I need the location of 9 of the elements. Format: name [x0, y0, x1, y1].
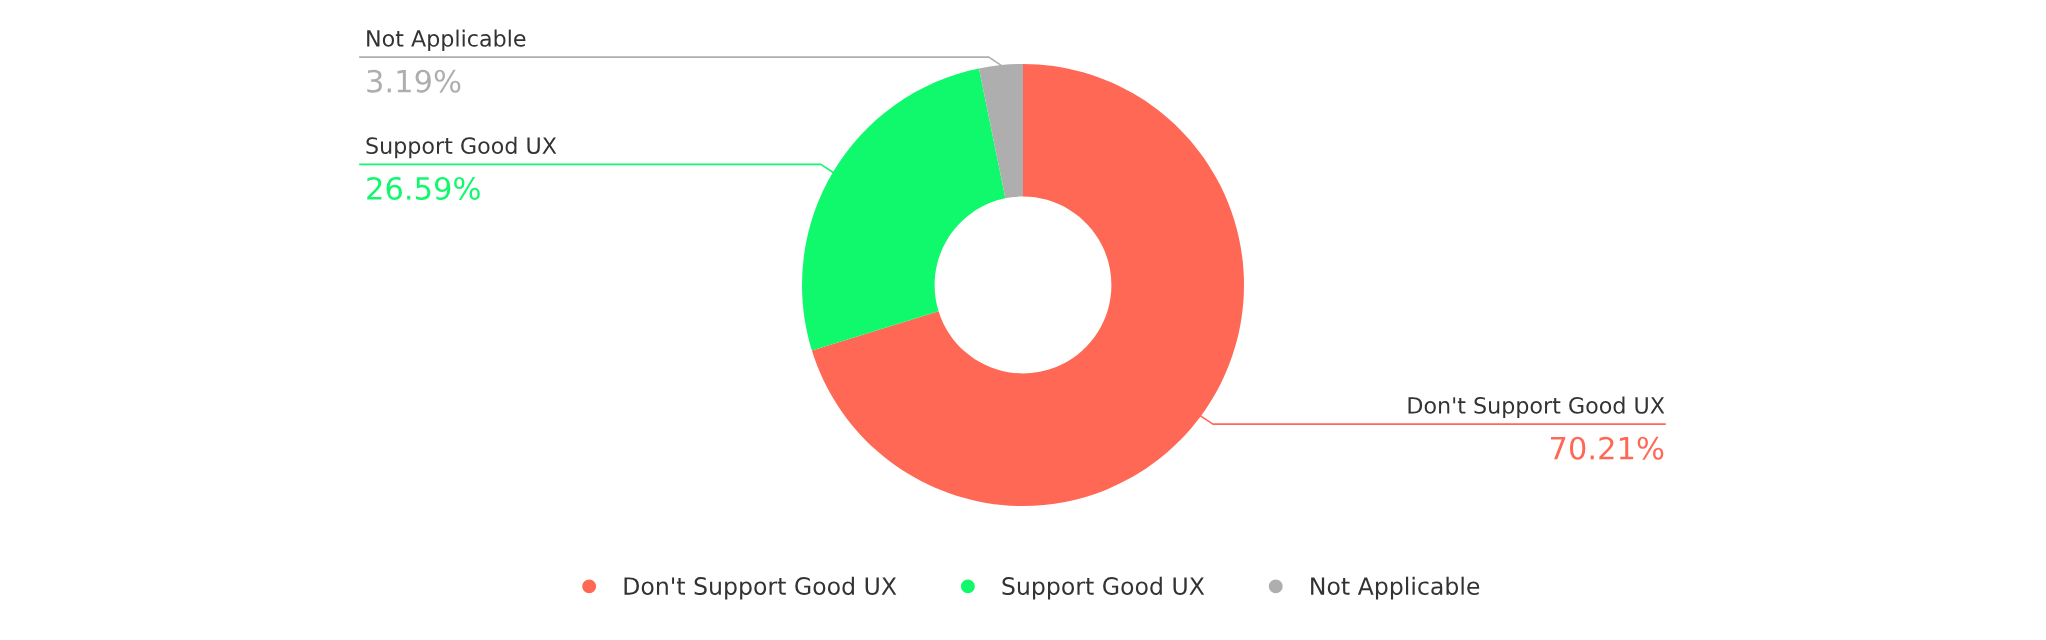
legend-label: Support Good UX — [1002, 576, 1205, 600]
legend-label: Not Applicable — [1311, 576, 1480, 600]
slice-label: Support Good UX — [366, 136, 557, 159]
slice-label: Not Applicable — [367, 29, 526, 52]
data-label: 26.59% — [367, 176, 480, 200]
data-label: 3.19% — [367, 69, 461, 93]
data-label: 70.21% — [1551, 436, 1664, 460]
slice-label: Don't Support Good UX — [1408, 396, 1665, 419]
legend-label: Don't Support Good UX — [624, 576, 897, 600]
